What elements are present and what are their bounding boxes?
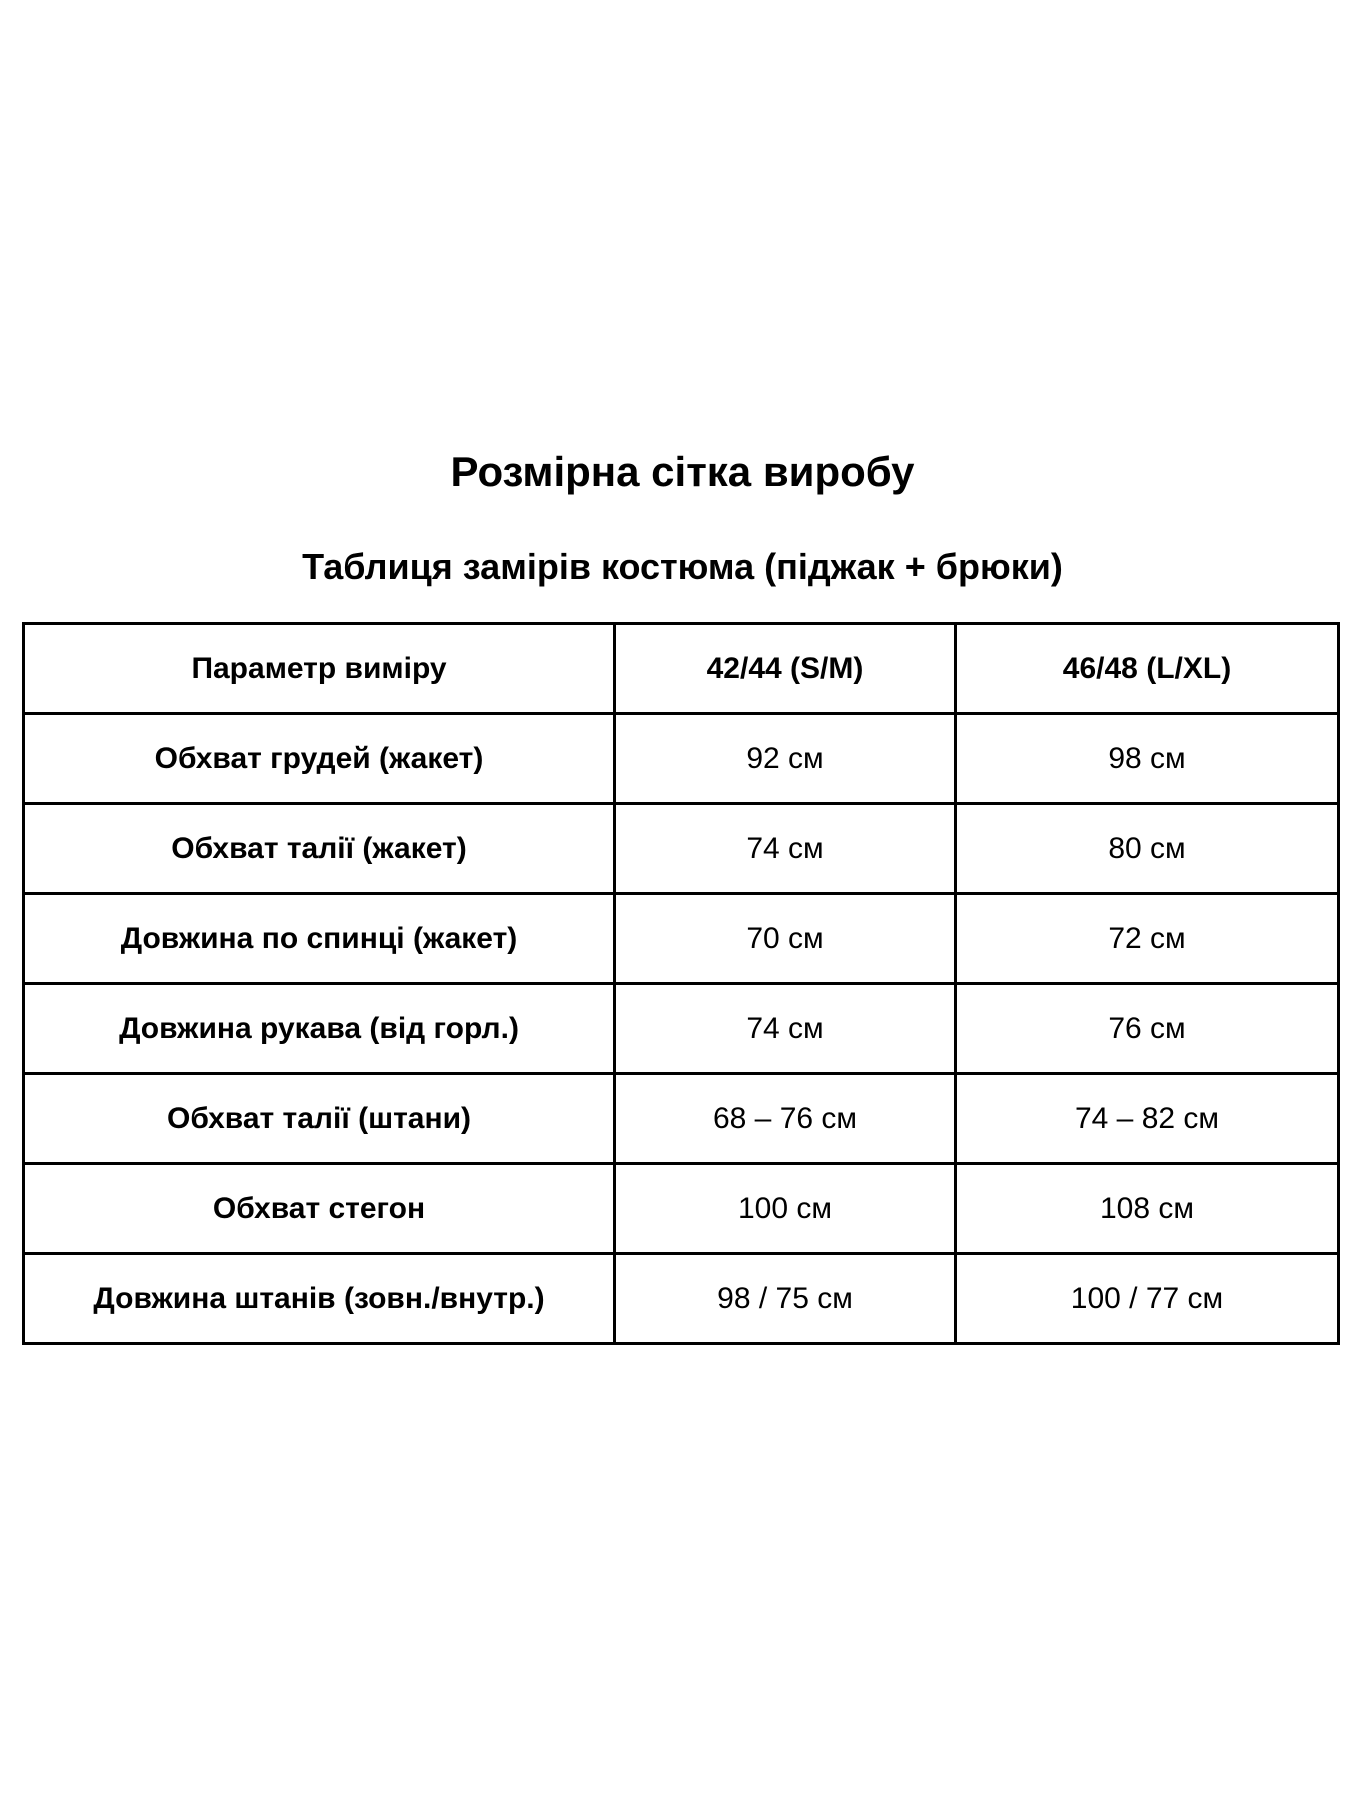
value-cell: 68 – 76 см bbox=[613, 1072, 957, 1165]
value-cell: 98 см bbox=[954, 712, 1340, 805]
parameter-cell: Обхват грудей (жакет) bbox=[22, 712, 616, 805]
table-header-row: Параметр виміру 42/44 (S/M) 46/48 (L/XL) bbox=[22, 622, 1340, 715]
value-cell: 108 см bbox=[954, 1162, 1340, 1255]
parameter-cell: Довжина рукава (від горл.) bbox=[22, 982, 616, 1075]
value-cell: 98 / 75 см bbox=[613, 1252, 957, 1345]
table-row: Довжина рукава (від горл.) 74 см 76 см bbox=[22, 982, 1340, 1075]
table-row: Довжина штанів (зовн./внутр.) 98 / 75 см… bbox=[22, 1252, 1340, 1345]
parameter-cell: Обхват талії (жакет) bbox=[22, 802, 616, 895]
table-row: Обхват талії (штани) 68 – 76 см 74 – 82 … bbox=[22, 1072, 1340, 1165]
table-row: Обхват грудей (жакет) 92 см 98 см bbox=[22, 712, 1340, 805]
value-cell: 70 см bbox=[613, 892, 957, 985]
value-cell: 100 см bbox=[613, 1162, 957, 1255]
parameter-cell: Довжина штанів (зовн./внутр.) bbox=[22, 1252, 616, 1345]
value-cell: 92 см bbox=[613, 712, 957, 805]
table-row: Обхват стегон 100 см 108 см bbox=[22, 1162, 1340, 1255]
table-row: Обхват талії (жакет) 74 см 80 см bbox=[22, 802, 1340, 895]
value-cell: 74 – 82 см bbox=[954, 1072, 1340, 1165]
table-title: Таблиця замірів костюма (піджак + брюки) bbox=[302, 546, 1063, 587]
value-cell: 100 / 77 см bbox=[954, 1252, 1340, 1345]
value-cell: 74 см bbox=[613, 802, 957, 895]
header-parameter: Параметр виміру bbox=[22, 622, 616, 715]
parameter-cell: Обхват талії (штани) bbox=[22, 1072, 616, 1165]
parameter-cell: Обхват стегон bbox=[22, 1162, 616, 1255]
header-size-lxl: 46/48 (L/XL) bbox=[954, 622, 1340, 715]
size-chart-table: Параметр виміру 42/44 (S/M) 46/48 (L/XL)… bbox=[22, 622, 1340, 1345]
value-cell: 80 см bbox=[954, 802, 1340, 895]
value-cell: 76 см bbox=[954, 982, 1340, 1075]
parameter-cell: Довжина по спинці (жакет) bbox=[22, 892, 616, 985]
value-cell: 74 см bbox=[613, 982, 957, 1075]
table-row: Довжина по спинці (жакет) 70 см 72 см bbox=[22, 892, 1340, 985]
value-cell: 72 см bbox=[954, 892, 1340, 985]
header-size-sm: 42/44 (S/M) bbox=[613, 622, 957, 715]
page-title: Розмірна сітка виробу bbox=[450, 448, 915, 495]
